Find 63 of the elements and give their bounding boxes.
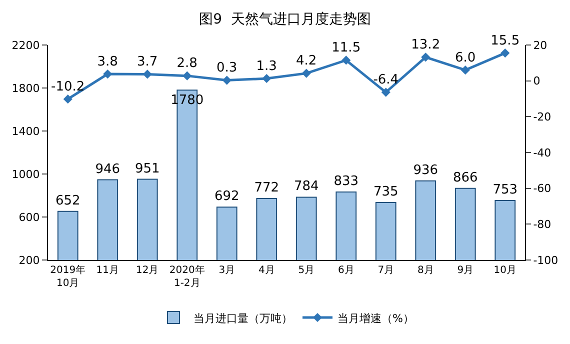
data-label: 1.3	[256, 58, 277, 74]
point	[500, 48, 510, 58]
chart-title: 图9 天然气进口月度走势图	[199, 12, 371, 28]
data-label: 946	[95, 162, 120, 177]
data-label: 1780	[170, 93, 204, 108]
y2-tick-label: -100	[533, 254, 558, 267]
y2-tick-label: -20	[533, 110, 552, 124]
data-label: 3.7	[137, 54, 158, 70]
x-tick-label: 4月	[258, 265, 275, 276]
x-tick-label: 11月	[96, 265, 119, 276]
point	[222, 76, 232, 85]
y-tick-label: 600	[18, 210, 40, 224]
point	[182, 71, 192, 80]
data-label: 692	[214, 189, 240, 204]
legend-label: 当月进口量（万吨）	[194, 312, 292, 325]
point	[342, 56, 351, 65]
data-label: 15.5	[490, 33, 520, 48]
x-tick-label: 7月	[378, 265, 394, 276]
data-label: 866	[452, 170, 478, 186]
x-tick-label: 5月	[298, 265, 315, 276]
data-label: 4.2	[296, 54, 317, 69]
y2-tick-label: 20	[533, 38, 548, 52]
y2-tick-label: -40	[533, 146, 552, 160]
data-label: 753	[492, 182, 518, 198]
data-label: 13.2	[411, 38, 440, 53]
data-label: 3.8	[97, 54, 118, 70]
data-label: 11.5	[332, 40, 361, 56]
y2-tick-label: -60	[533, 182, 552, 196]
x-tick-label: 12月	[136, 265, 159, 276]
x-tick-label: 2020年 1-2月	[169, 264, 205, 289]
data-label: -10.2	[51, 79, 85, 94]
y-tick-label: 2200	[12, 38, 40, 52]
data-label: -6.4	[373, 72, 399, 88]
data-label: 6.0	[455, 50, 476, 66]
point	[381, 88, 390, 97]
legend-label: 当月增速（%）	[338, 312, 414, 325]
x-tick-label: 8月	[417, 265, 434, 276]
x-tick-label: 6月	[338, 265, 354, 276]
data-label: 652	[55, 193, 80, 208]
x-tick-label: 9月	[457, 265, 474, 276]
data-label: 772	[254, 180, 280, 196]
y-tick-label: 200	[18, 254, 40, 267]
point	[460, 66, 470, 75]
data-label: 735	[373, 184, 398, 200]
y2-tick-label: 0	[533, 74, 540, 88]
data-label: 784	[294, 179, 319, 194]
x-tick-label: 2019年 10月	[50, 264, 86, 289]
data-label: 951	[134, 161, 160, 176]
point	[262, 74, 272, 84]
y-tick-label: 1400	[12, 124, 40, 138]
x-tick-label: 10月	[494, 265, 516, 276]
point	[63, 94, 72, 104]
point	[103, 69, 112, 79]
data-label: 936	[413, 162, 438, 178]
y2-tick-label: -80	[533, 218, 552, 232]
point	[421, 52, 430, 62]
y-tick-label: 1800	[12, 82, 40, 95]
data-label: 0.3	[216, 60, 238, 76]
data-label: 833	[334, 174, 359, 189]
data-label: 2.8	[176, 56, 198, 72]
y-tick-label: 1000	[12, 168, 40, 181]
point	[302, 68, 311, 78]
x-tick-label: 3月	[218, 265, 236, 276]
